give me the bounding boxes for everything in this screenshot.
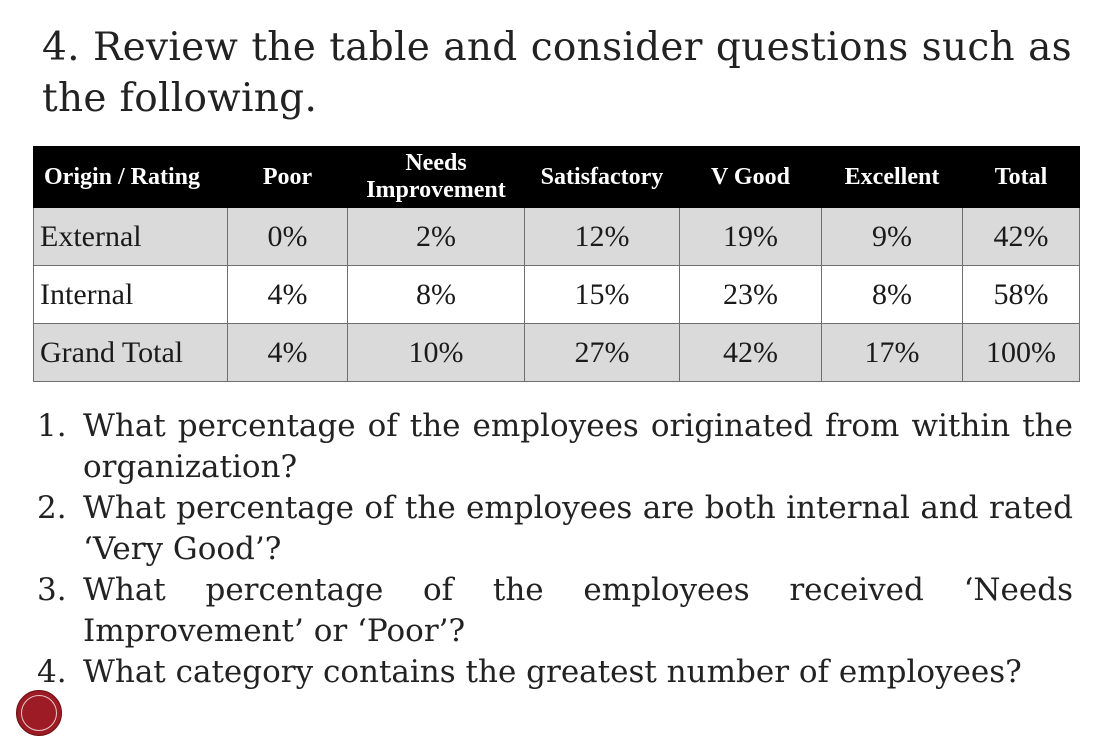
header-satisfactory: Satisfactory bbox=[524, 146, 680, 208]
question-list: 1. What percentage of the employees orig… bbox=[37, 406, 1073, 693]
question-number: 4. bbox=[37, 654, 67, 690]
header-poor: Poor bbox=[227, 146, 348, 208]
row-label: Grand Total bbox=[33, 323, 228, 382]
question-number: 2. bbox=[37, 490, 67, 526]
table-cell: 27% bbox=[524, 323, 680, 382]
table-cell: 4% bbox=[227, 323, 348, 382]
table-row-internal: Internal 4% 8% 15% 23% 8% 58% bbox=[33, 265, 1080, 324]
table-cell: 2% bbox=[347, 207, 525, 266]
table-cell: 0% bbox=[227, 207, 348, 266]
question-text: What percentage of the employees are bot… bbox=[83, 490, 1073, 567]
table-cell: 12% bbox=[524, 207, 680, 266]
table-row-external: External 0% 2% 12% 19% 9% 42% bbox=[33, 207, 1080, 266]
header-origin-rating: Origin / Rating bbox=[33, 146, 228, 208]
slide-heading: 4. Review the table and consider questio… bbox=[42, 25, 1072, 121]
table-cell: 23% bbox=[679, 265, 822, 324]
table-cell: 17% bbox=[821, 323, 963, 382]
row-label: Internal bbox=[33, 265, 228, 324]
header-needs-improvement: Needs Improvement bbox=[347, 146, 525, 208]
header-total: Total bbox=[962, 146, 1080, 208]
seal-ring bbox=[21, 695, 57, 731]
question-text: What percentage of the employees receive… bbox=[83, 572, 1073, 649]
question-number: 1. bbox=[37, 408, 67, 444]
table-cell: 42% bbox=[962, 207, 1080, 266]
question-item: 2. What percentage of the employees are … bbox=[37, 488, 1073, 570]
header-v-good: V Good bbox=[679, 146, 822, 208]
table-cell: 8% bbox=[347, 265, 525, 324]
table-cell: 19% bbox=[679, 207, 822, 266]
table-row-grand-total: Grand Total 4% 10% 27% 42% 17% 100% bbox=[33, 323, 1080, 382]
table-cell: 10% bbox=[347, 323, 525, 382]
row-label: External bbox=[33, 207, 228, 266]
table-cell: 4% bbox=[227, 265, 348, 324]
question-text: What category contains the greatest numb… bbox=[83, 654, 1022, 690]
question-item: 3. What percentage of the employees rece… bbox=[37, 570, 1073, 652]
table-cell: 42% bbox=[679, 323, 822, 382]
question-number: 3. bbox=[37, 572, 67, 608]
table-cell: 9% bbox=[821, 207, 963, 266]
table-header-row: Origin / Rating Poor Needs Improvement S… bbox=[33, 146, 1080, 208]
question-item: 1. What percentage of the employees orig… bbox=[37, 406, 1073, 488]
table-cell: 100% bbox=[962, 323, 1080, 382]
question-text: What percentage of the employees origina… bbox=[83, 408, 1073, 485]
header-excellent: Excellent bbox=[821, 146, 963, 208]
university-seal-logo bbox=[16, 690, 62, 736]
table-cell: 8% bbox=[821, 265, 963, 324]
table-cell: 15% bbox=[524, 265, 680, 324]
ratings-table: Origin / Rating Poor Needs Improvement S… bbox=[33, 146, 1080, 382]
table-cell: 58% bbox=[962, 265, 1080, 324]
question-item: 4. What category contains the greatest n… bbox=[37, 652, 1073, 693]
